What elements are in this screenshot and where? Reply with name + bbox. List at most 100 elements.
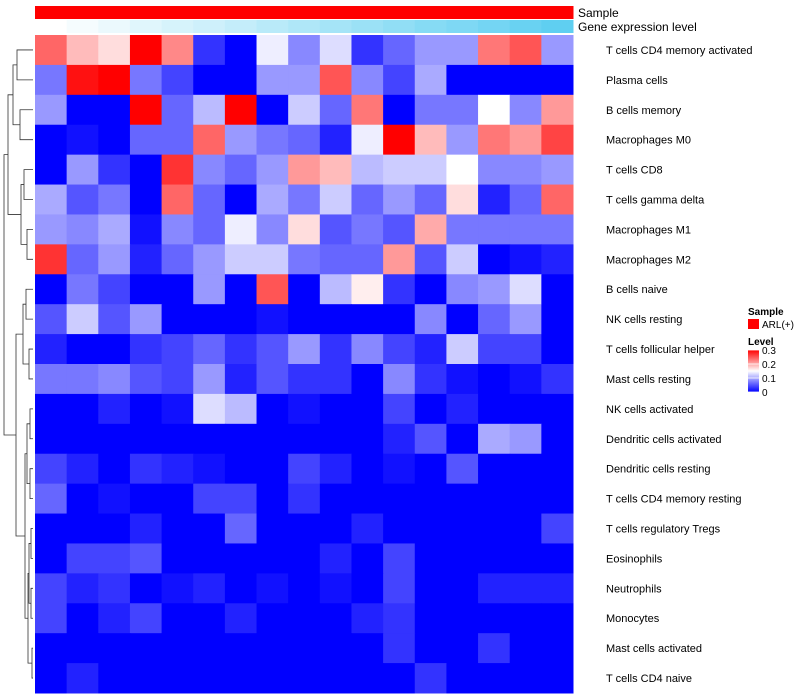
- sample-annotation-cell: [161, 6, 194, 19]
- heatmap-cell: [98, 274, 131, 305]
- heatmap-cell: [319, 274, 352, 305]
- heatmap-cell: [161, 334, 194, 365]
- heatmap-cell: [414, 423, 447, 455]
- heatmap-cell: [35, 214, 68, 245]
- heatmap-cell: [541, 633, 574, 664]
- heatmap-cell: [541, 35, 574, 66]
- heatmap-cell: [509, 633, 542, 664]
- heatmap-cell: [98, 334, 131, 365]
- heatmap-cell: [478, 543, 511, 574]
- expression-annotation-cell: [161, 20, 194, 33]
- heatmap-cell: [478, 573, 511, 604]
- heatmap-cell: [66, 334, 99, 365]
- heatmap-cell: [351, 244, 384, 275]
- heatmap-cell: [98, 214, 131, 245]
- heatmap-cell: [288, 573, 321, 604]
- heatmap-cell: [224, 274, 258, 305]
- expression-annotation-cell: [541, 20, 574, 33]
- heatmap-cell: [446, 64, 479, 96]
- sample-annotation-cell: [383, 6, 416, 19]
- heatmap-cell: [414, 64, 447, 96]
- heatmap-cell: [35, 274, 68, 305]
- heatmap-cell: [35, 124, 68, 156]
- heatmap-cell: [129, 633, 163, 664]
- heatmap-cell: [383, 453, 416, 485]
- heatmap-cell: [129, 184, 163, 215]
- heatmap-cell: [383, 603, 416, 634]
- heatmap-cell: [256, 124, 289, 156]
- expression-annotation-cell: [98, 20, 131, 33]
- heatmap-cell: [351, 184, 384, 215]
- heatmap-cell: [129, 513, 163, 544]
- legend-tick-label: 0.1: [762, 374, 776, 385]
- heatmap-cell: [193, 393, 226, 425]
- heatmap-cell: [98, 154, 131, 186]
- heatmap-cell: [414, 483, 447, 515]
- heatmap-cell: [129, 35, 163, 66]
- heatmap-cell: [478, 483, 511, 515]
- heatmap-cell: [541, 304, 574, 335]
- heatmap-cell: [319, 633, 352, 664]
- heatmap-cell: [66, 35, 99, 66]
- expression-annotation-cell: [129, 20, 163, 33]
- heatmap-cell: [383, 304, 416, 335]
- heatmap-cell: [66, 64, 99, 96]
- row-label: Plasma cells: [606, 75, 668, 87]
- heatmap-cell: [161, 423, 194, 455]
- heatmap-cell: [35, 64, 68, 96]
- heatmap-cell: [446, 184, 479, 215]
- heatmap-cell: [383, 573, 416, 604]
- heatmap-cell: [256, 334, 289, 365]
- heatmap-cell: [35, 573, 68, 604]
- heatmap-cell: [446, 304, 479, 335]
- heatmap-cell: [35, 663, 68, 694]
- heatmap-cell: [478, 603, 511, 634]
- heatmap-cell: [129, 423, 163, 455]
- row-label: Macrophages M2: [606, 254, 691, 266]
- heatmap-cell: [129, 543, 163, 574]
- row-dendrogram: [3, 49, 33, 679]
- row-labels: T cells CD4 memory activated Plasma cells…: [606, 45, 753, 685]
- heatmap-cell: [383, 154, 416, 186]
- heatmap-cell: [288, 423, 321, 455]
- heatmap-cell: [509, 184, 542, 215]
- heatmap-cell: [288, 364, 321, 395]
- heatmap-cell: [129, 483, 163, 515]
- legend-sample-entry: ARL(+): [762, 320, 794, 331]
- dendrogram-branch: [26, 423, 30, 485]
- heatmap-cell: [509, 154, 542, 186]
- heatmap-cells: [35, 35, 574, 694]
- expression-annotation-cell: [193, 20, 226, 33]
- heatmap-cell: [383, 35, 416, 66]
- heatmap-cell: [478, 274, 511, 305]
- heatmap-cell: [383, 94, 416, 126]
- row-label: Macrophages M0: [606, 135, 691, 147]
- heatmap-cell: [288, 304, 321, 335]
- heatmap-cell: [478, 364, 511, 395]
- heatmap-cell: [161, 513, 194, 544]
- expression-annotation-cell: [319, 20, 352, 33]
- dendrogram-branch: [12, 64, 20, 126]
- dendrogram-branch: [29, 468, 33, 499]
- heatmap-cell: [161, 633, 194, 664]
- heatmap-cell: [288, 94, 321, 126]
- heatmap-cell: [35, 334, 68, 365]
- heatmap-cell: [478, 513, 511, 544]
- heatmap-cell: [256, 423, 289, 455]
- heatmap-cell: [541, 184, 574, 215]
- heatmap-cell: [319, 64, 352, 96]
- heatmap-cell: [319, 483, 352, 515]
- heatmap-cell: [193, 663, 226, 694]
- sample-annotation-cell: [66, 6, 99, 19]
- heatmap-cell: [446, 364, 479, 395]
- heatmap-cell: [414, 214, 447, 245]
- heatmap-cell: [66, 214, 99, 245]
- heatmap-cell: [351, 94, 384, 126]
- expression-annotation-cell: [383, 20, 416, 33]
- heatmap-cell: [288, 633, 321, 664]
- heatmap-cell: [509, 244, 542, 275]
- heatmap-cell: [224, 543, 258, 574]
- heatmap-cell: [478, 453, 511, 485]
- heatmap-cell: [351, 35, 384, 66]
